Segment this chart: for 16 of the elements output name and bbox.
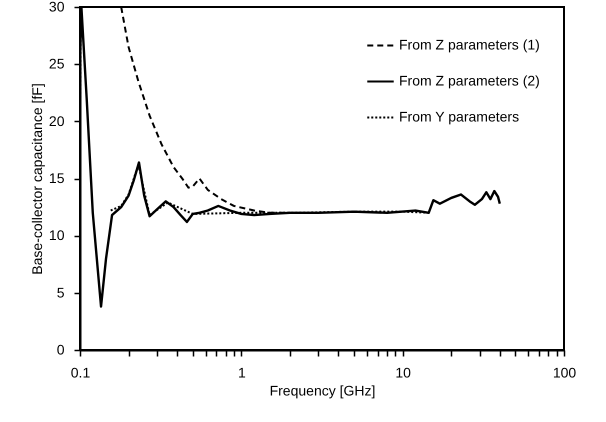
y-tick-label: 25 xyxy=(48,56,65,72)
y-axis-title: Base-collector capacitance [fF] xyxy=(28,83,45,275)
legend-label: From Z parameters (2) xyxy=(399,72,540,88)
x-tick-label: 1 xyxy=(238,364,246,380)
legend-label: From Y parameters xyxy=(399,108,520,124)
legend-label: From Z parameters (1) xyxy=(399,36,540,52)
x-axis-title: Frequency [GHz] xyxy=(270,382,376,398)
y-tick-label: 20 xyxy=(48,112,65,129)
y-tick-label: 5 xyxy=(56,284,65,300)
x-tick-label: 100 xyxy=(552,364,576,380)
y-tick-label: 0 xyxy=(56,342,65,358)
x-tick-label: 10 xyxy=(395,364,412,380)
x-tick-label: 0.1 xyxy=(70,364,90,380)
y-tick-label: 30 xyxy=(48,0,65,14)
y-tick-label: 15 xyxy=(48,170,65,186)
y-tick-label: 10 xyxy=(48,227,65,244)
